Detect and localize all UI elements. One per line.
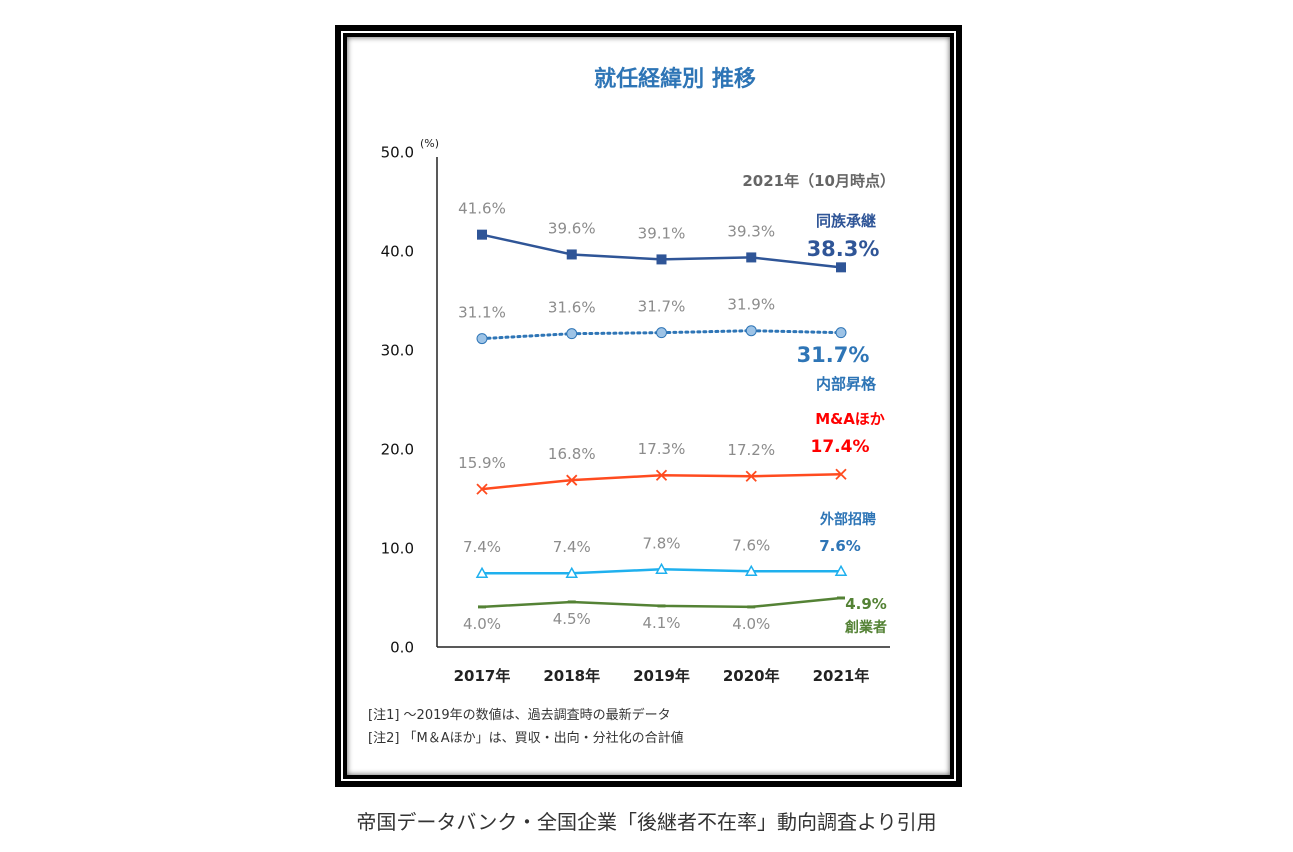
- source-caption: 帝国データバンク・全国企業「後継者不在率」動向調査より引用: [356, 810, 937, 834]
- data-point: [745, 470, 757, 482]
- series-name-label: 内部昇格: [816, 375, 877, 393]
- data-point: [655, 469, 668, 481]
- data-point: [477, 229, 487, 240]
- data-label: 17.2%: [727, 441, 775, 459]
- y-axis-unit: (%): [420, 137, 439, 150]
- data-label: 39.3%: [727, 222, 775, 240]
- series-end-value: 31.7%: [797, 343, 870, 367]
- x-tick-label: 2019年: [633, 667, 690, 685]
- series-name-label: M&Aほか: [815, 410, 885, 428]
- series-end-value: 17.4%: [811, 437, 870, 457]
- data-point: [566, 249, 577, 260]
- data-label: 15.9%: [458, 454, 506, 472]
- data-point: [656, 327, 667, 339]
- data-label: 31.9%: [727, 296, 775, 314]
- x-tick-label: 2021年: [813, 667, 870, 685]
- data-point: [567, 600, 576, 604]
- y-tick-label: 20.0: [381, 441, 414, 459]
- x-tick-label: 2017年: [454, 667, 511, 685]
- note-1: [注1] ～2019年の数値は、過去調査時の最新データ: [368, 707, 671, 723]
- series-3: 7.4% 7.4% 7.8% 7.6% 外部招聘 7.6%: [463, 511, 876, 578]
- data-point: [747, 605, 756, 609]
- x-tick-label: 2018年: [543, 667, 600, 685]
- data-label: 39.1%: [638, 224, 686, 242]
- data-label: 17.3%: [638, 440, 686, 458]
- data-label: 31.7%: [638, 298, 686, 316]
- series-end-value: 7.6%: [819, 537, 861, 555]
- data-point: [478, 605, 486, 609]
- data-point: [476, 483, 488, 495]
- data-label: 41.6%: [458, 200, 506, 218]
- x-tick-label: 2020年: [723, 667, 780, 685]
- y-tick-label: 10.0: [381, 540, 414, 558]
- y-tick-label: 50.0: [381, 144, 414, 162]
- series-1: 31.1% 31.6% 31.7% 31.9% 内部昇格 31.7%: [458, 296, 877, 393]
- data-point: [835, 468, 847, 480]
- series-name-label: 創業者: [844, 619, 887, 636]
- series-name-label: 外部招聘: [820, 511, 876, 528]
- data-point: [744, 564, 758, 577]
- y-tick-label: 40.0: [381, 243, 414, 261]
- data-label: 31.1%: [458, 304, 506, 322]
- series-name-label: 同族承継: [816, 212, 876, 230]
- series-4: 4.0% 4.5% 4.1% 4.0% 創業者 4.9%: [463, 595, 887, 636]
- data-point: [834, 564, 848, 577]
- chart-title: 就任経緯別 推移: [594, 66, 756, 92]
- data-label: 7.4%: [463, 538, 501, 556]
- series-2: 15.9% 16.8% 17.3% 17.2% M&Aほか 17.4%: [458, 410, 885, 495]
- data-label: 16.8%: [548, 445, 596, 463]
- data-label: 4.1%: [642, 614, 680, 632]
- data-point: [745, 325, 757, 337]
- data-label: 4.0%: [463, 615, 501, 633]
- data-label: 31.6%: [548, 299, 596, 317]
- data-point: [566, 328, 578, 340]
- data-point: [836, 262, 846, 273]
- data-label: 4.0%: [732, 615, 770, 633]
- note-2: [注2] 「M＆Aほか」は、買収・出向・分社化の合計値: [368, 730, 684, 746]
- data-label: 4.5%: [553, 610, 591, 628]
- data-point: [475, 566, 489, 578]
- chart-frame: [335, 25, 962, 787]
- series-end-value: 4.9%: [845, 595, 887, 613]
- data-point: [746, 252, 757, 263]
- data-point: [476, 333, 488, 345]
- data-point: [835, 327, 847, 339]
- data-label: 7.6%: [732, 536, 770, 554]
- data-label: 7.8%: [642, 534, 680, 552]
- annotation-date: 2021年（10月時点）: [742, 172, 895, 190]
- data-point: [656, 254, 667, 265]
- data-label: 7.4%: [553, 538, 591, 556]
- data-point: [566, 474, 578, 486]
- series-end-value: 38.3%: [807, 237, 880, 261]
- data-point: [837, 596, 845, 600]
- data-point: [657, 604, 666, 608]
- series-0: 41.6% 39.6% 39.1% 39.3% 同族承継 38.3%: [458, 200, 879, 273]
- data-point: [565, 566, 579, 578]
- data-label: 39.6%: [548, 219, 596, 237]
- y-tick-label: 30.0: [381, 342, 414, 360]
- y-tick-label: 0.0: [390, 639, 414, 657]
- data-point: [655, 562, 668, 575]
